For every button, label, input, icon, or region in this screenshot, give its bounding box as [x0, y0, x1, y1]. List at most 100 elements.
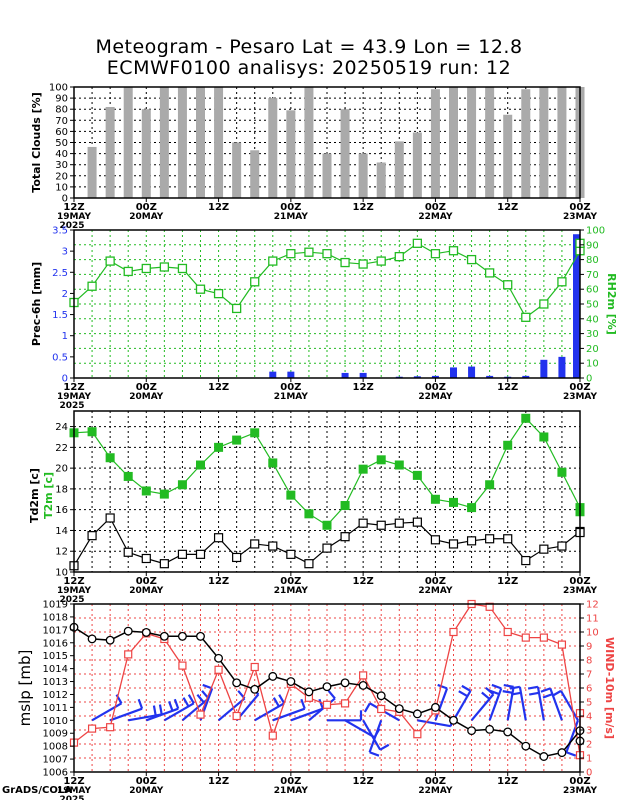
mslp-point — [105, 635, 115, 645]
wind-barb-flag — [300, 698, 306, 710]
y-axis-label-t: T2m [c] — [42, 472, 55, 519]
y-tick-label: 10 — [55, 182, 68, 193]
mslp-point — [214, 653, 224, 663]
x-tick-label: 12Z — [63, 202, 84, 213]
precip-bar — [359, 372, 367, 378]
title-line-2: ECMWF0100 analisys: 20250519 run: 12 — [106, 57, 512, 79]
cloud-bar — [467, 87, 477, 198]
rh-point — [484, 268, 495, 278]
rh-point — [195, 284, 206, 294]
rh-point — [539, 299, 549, 309]
wind-barb — [452, 690, 472, 721]
y-tick-label: 24 — [55, 422, 68, 433]
y-tick-label: 18 — [55, 484, 68, 495]
y-tick-label: 12 — [55, 547, 68, 558]
x-year-label: 2025 — [59, 221, 84, 231]
rh-point — [286, 249, 296, 259]
mslp-point — [376, 691, 386, 701]
cloud-bar — [214, 87, 224, 198]
precip-bar — [413, 376, 421, 378]
mslp-point — [467, 726, 477, 736]
y-tick-label: 0 — [62, 374, 68, 385]
wind-barb-flag — [510, 691, 522, 696]
t2m-point — [232, 435, 242, 445]
y-tick-label: 1 — [62, 331, 68, 342]
y-tick-label: 1011 — [43, 703, 68, 714]
rh-point — [557, 277, 567, 287]
rh-point — [430, 249, 441, 259]
t2m-point — [177, 480, 187, 490]
wind-point — [539, 633, 548, 642]
cloud-bar — [286, 110, 296, 198]
wind-barb-flag — [202, 683, 213, 690]
wind-point — [521, 633, 530, 642]
wind-barb-flag — [485, 686, 495, 696]
td2m-point — [250, 539, 260, 549]
y-tick-label: 3.5 — [52, 226, 68, 237]
td2m-point — [105, 513, 115, 523]
t2m-point — [376, 455, 386, 465]
x-tick-label: 12Z — [353, 776, 374, 787]
cloud-bar — [159, 87, 169, 198]
x-tick-label: 12Z — [208, 202, 229, 213]
x-tick-label: 12Z — [497, 776, 518, 787]
t2m-point — [322, 520, 332, 530]
wind-barb — [536, 686, 545, 721]
wind-barb-flag — [481, 691, 491, 700]
y-tick-label: 16 — [55, 505, 68, 516]
x-tick-label: 00Z — [569, 576, 590, 587]
y-tick-label: 20 — [55, 171, 68, 182]
x-tick-label: 00Z — [425, 776, 446, 787]
x-date-label: 20MAY — [129, 392, 164, 402]
y-tick-label: 1006 — [43, 768, 68, 779]
y-tick-label: 12 — [586, 600, 599, 611]
cloud-bar — [412, 132, 422, 198]
wind-barb — [506, 686, 515, 721]
y-tick-label: 40 — [586, 314, 599, 325]
y-tick-label: 0 — [586, 374, 592, 385]
y-tick-label: 6 — [586, 684, 592, 695]
x-tick-label: 00Z — [425, 202, 446, 213]
wind-barb-flag — [168, 700, 174, 712]
cloud-bar — [322, 153, 332, 198]
x-tick-label: 00Z — [569, 202, 590, 213]
td2m-point — [159, 559, 169, 569]
x-tick-label: 00Z — [569, 776, 590, 787]
y-tick-label: 1.5 — [52, 310, 68, 321]
wind-barb-flag — [540, 687, 551, 693]
wind-point — [196, 710, 205, 719]
wind-barb-flag — [509, 685, 521, 690]
wind-barb-flag — [551, 689, 562, 697]
y-tick-label: 2 — [62, 289, 68, 300]
cloud-bar — [539, 87, 549, 198]
y-tick-label: 50 — [586, 300, 599, 311]
td2m-point — [539, 544, 549, 554]
rh-point — [503, 280, 513, 290]
wind-point — [413, 730, 422, 739]
rh-point — [213, 288, 224, 299]
wind-point — [449, 627, 458, 637]
y-tick-label: 2 — [586, 740, 592, 751]
y-axis-label-left: mslp [mb] — [16, 650, 34, 727]
wind-barb-flag — [173, 698, 180, 710]
wind-barb-flag — [503, 684, 514, 688]
x-tick-label: 12Z — [208, 776, 229, 787]
cloud-bar — [250, 150, 260, 198]
y-tick-label: 1018 — [43, 612, 68, 623]
x-year-label: 2025 — [59, 795, 84, 800]
y-tick-label: 22 — [55, 443, 68, 454]
t2m-point — [539, 432, 549, 442]
x-year-label: 2025 — [59, 595, 84, 605]
x-date-label: 20MAY — [129, 212, 164, 222]
cloud-bar — [449, 87, 458, 198]
precip-bar — [468, 366, 476, 378]
rh-point — [322, 249, 332, 259]
cloud-bar — [105, 106, 115, 198]
wind-barb-flag — [502, 690, 513, 694]
y-tick-label: 11 — [586, 614, 599, 625]
t2m-point — [557, 467, 567, 477]
td2m-point — [322, 543, 332, 553]
mslp-point — [539, 752, 549, 761]
y-tick-label: 1008 — [43, 742, 68, 753]
